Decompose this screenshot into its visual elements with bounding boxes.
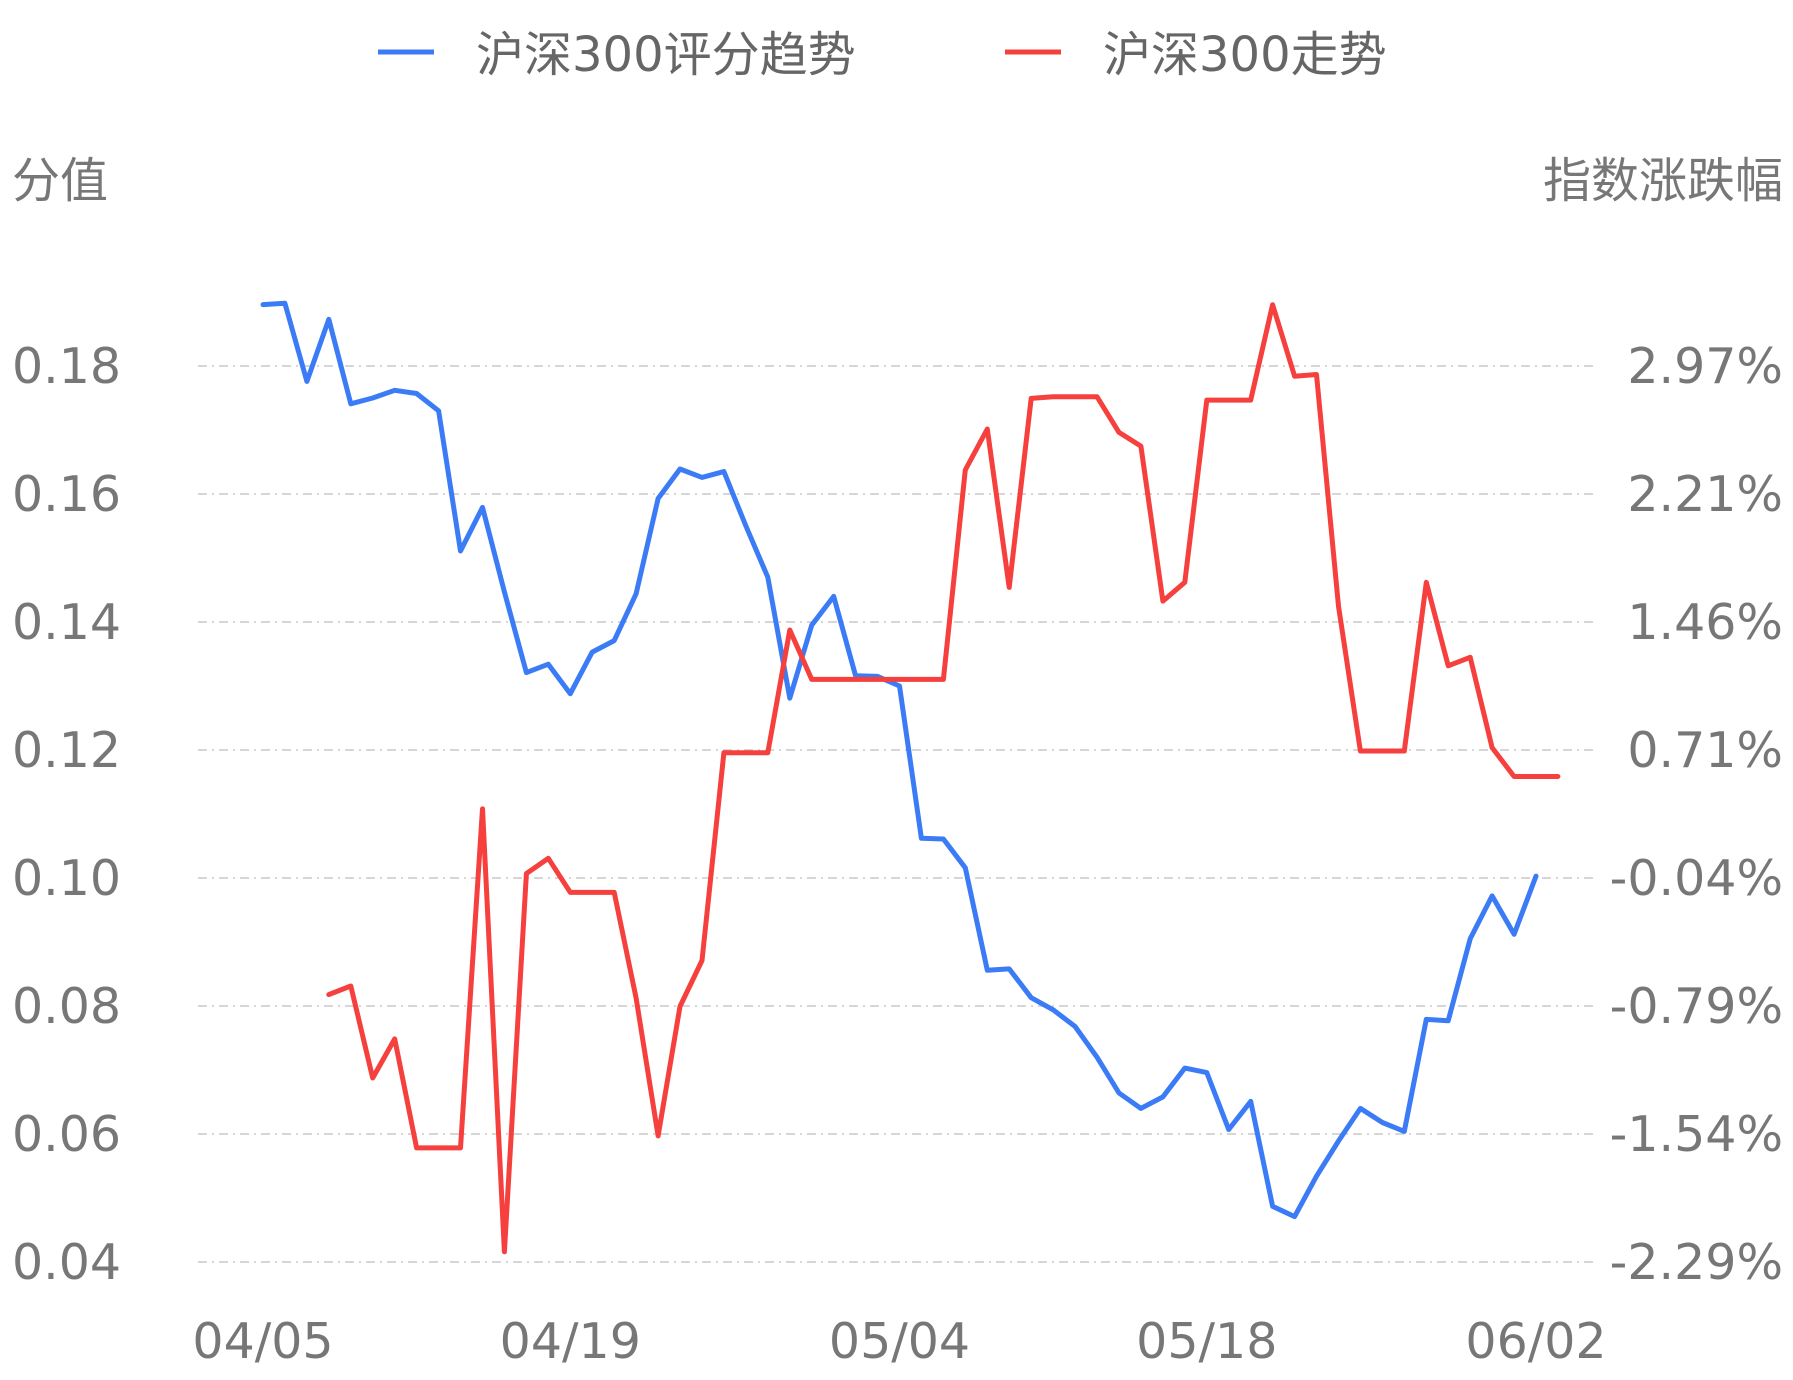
y-right-tick-label: 2.21% (1627, 466, 1783, 523)
series-line-index (326, 302, 1561, 1255)
y-right-tick-label: 2.97% (1627, 338, 1783, 395)
legend-label-index: 沪深300走势 (1103, 27, 1387, 83)
x-tick-label: 04/19 (500, 1313, 641, 1370)
series-lines (260, 300, 1561, 1255)
y-right-tick-label: -1.54% (1610, 1106, 1783, 1163)
x-tick-label: 06/02 (1465, 1313, 1606, 1370)
x-tick-label: 05/18 (1136, 1313, 1277, 1370)
y-right-tick-label: -0.79% (1610, 978, 1783, 1035)
series-line-score (260, 300, 1539, 1220)
y-right-tick-label: -2.29% (1610, 1234, 1783, 1291)
y-left-tick-label: 0.12 (12, 722, 121, 779)
legend-label-score: 沪深300评分趋势 (476, 27, 856, 83)
x-tick-label: 05/04 (829, 1313, 970, 1370)
y-left-tick-label: 0.16 (12, 466, 121, 523)
y-left-tick-label: 0.14 (12, 594, 121, 651)
grid-lines (198, 365, 1598, 1263)
y-left-tick-label: 0.08 (12, 978, 121, 1035)
y-axis-right-title: 指数涨跌幅 (1543, 153, 1783, 209)
y-left-tick-label: 0.10 (12, 850, 121, 907)
y-left-tick-label: 0.06 (12, 1106, 121, 1163)
y-axis-left-title: 分值 (12, 153, 108, 209)
y-right-tick-label: -0.04% (1610, 850, 1783, 907)
legend: 沪深300评分趋势 沪深300走势 (378, 27, 1387, 83)
y-axis-left-ticks: 0.04 0.06 0.08 0.10 0.12 0.14 0.16 0.18 (12, 338, 121, 1291)
y-left-tick-label: 0.04 (12, 1234, 121, 1291)
y-left-tick-label: 0.18 (12, 338, 121, 395)
y-right-tick-label: 0.71% (1627, 722, 1783, 779)
x-tick-label: 04/05 (192, 1313, 333, 1370)
x-axis-ticks: 04/05 04/19 05/04 05/18 06/02 (192, 1313, 1606, 1370)
y-right-tick-label: 1.46% (1627, 594, 1783, 651)
y-axis-right-ticks: -2.29% -1.54% -0.79% -0.04% 0.71% 1.46% 2.21% 2… (1610, 338, 1783, 1291)
